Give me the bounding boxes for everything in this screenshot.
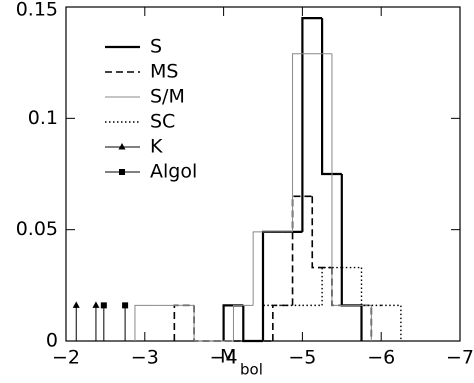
histogram-bin: [291, 195, 313, 306]
marker: [92, 301, 100, 308]
histogram-bin: [193, 305, 214, 342]
x-tick-label: −6: [367, 347, 395, 369]
histogram-bin: [321, 18, 342, 176]
y-tick-label: 0.05: [16, 218, 58, 240]
histogram-bin: [252, 231, 273, 306]
y-tick-label: 0.1: [28, 107, 58, 129]
legend-label: SC: [150, 111, 175, 133]
histogram-bin: [292, 53, 313, 232]
y-tick-label: 0.15: [16, 0, 58, 21]
legend-label: Algol: [150, 161, 197, 183]
marker: [122, 302, 129, 309]
legend-marker: [119, 169, 125, 175]
legend-marker: [118, 143, 126, 150]
x-tick-label: −2: [52, 347, 80, 369]
marker: [100, 302, 107, 309]
histogram-bin: [311, 196, 332, 269]
histogram-bin: [331, 53, 352, 306]
marker: [72, 301, 80, 308]
histogram-bin: [262, 304, 283, 341]
histogram-bin: [321, 266, 342, 306]
histogram-bin: [232, 304, 254, 341]
histogram-bin: [381, 304, 402, 341]
x-tick-label: −7: [446, 347, 474, 369]
histogram-bin: [193, 305, 214, 342]
histogram-bin: [134, 304, 155, 341]
legend-label: K: [150, 136, 163, 158]
histogram-bin: [173, 304, 195, 341]
histogram-bin: [351, 304, 372, 341]
histogram-bin: [242, 305, 263, 343]
x-axis-label-sub: bol: [240, 361, 263, 379]
legend-label: S/M: [150, 86, 185, 108]
y-tick-label: 0: [46, 330, 58, 352]
x-tick-label: −5: [288, 347, 316, 369]
legend-label: MS: [150, 61, 178, 83]
legend-label: S: [150, 36, 162, 58]
histogram-bin: [301, 17, 323, 232]
x-axis-label: M: [220, 346, 236, 368]
x-tick-label: −3: [131, 347, 159, 369]
histogram-bin: [360, 267, 382, 307]
x-tick-label: −4: [210, 347, 238, 369]
histogram-bin: [340, 174, 363, 341]
histogram-bin: [272, 304, 293, 341]
